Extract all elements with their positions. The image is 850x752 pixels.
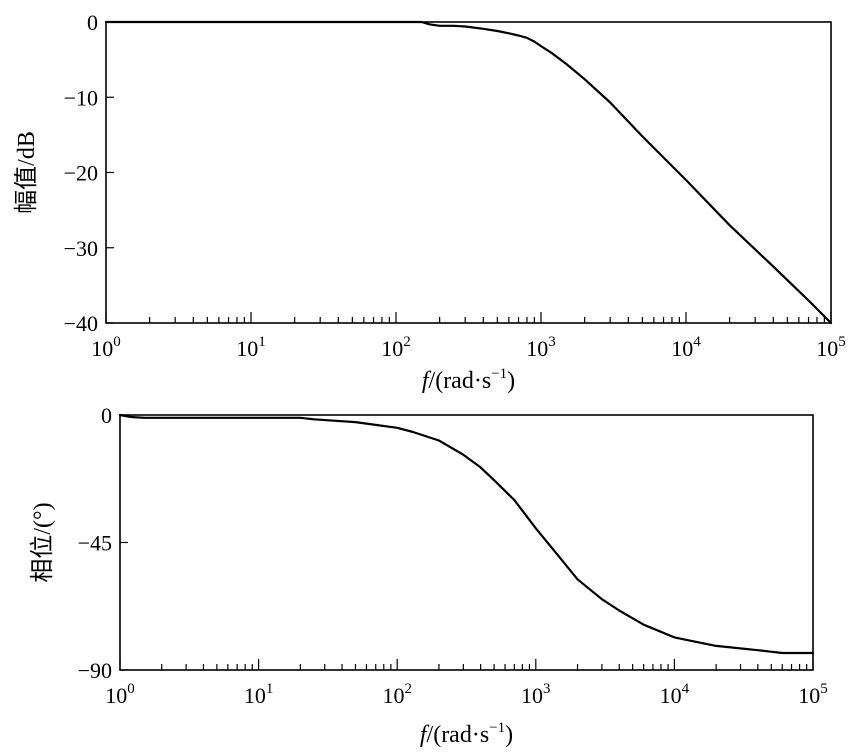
magnitude-plot-frame [105,21,832,324]
x-axis-label-main: /(rad·s [427,722,490,748]
magnitude-y-tick-label-zero: 0 [87,10,98,35]
x-axis-label-close: ) [507,368,515,394]
x-axis-label-superscript: −1 [491,366,507,382]
phase-x-tick-label: 102 [382,681,412,708]
phase-x-axis-label: f/(rad·s−1) [420,720,513,748]
magnitude-x-tick-label: 103 [526,334,556,361]
phase-y-axis-label: 相位/(°) [29,502,56,582]
magnitude-x-tick-label: 100 [91,334,121,361]
magnitude-x-tick-label: 104 [671,334,701,361]
x-axis-label-close: ) [505,722,513,748]
phase-x-tick-label: 105 [798,681,828,708]
magnitude-y-tick-label-minus-30: −30 [64,236,98,261]
magnitude-y-axis-label: 幅值/dB [13,131,40,214]
magnitude-curve [104,20,833,325]
phase-curve [118,413,815,655]
phase-x-tick-labels: 100 101 102 103 104 105 [105,681,828,708]
magnitude-major-ticks [105,21,832,324]
magnitude-y-tick-label-minus-10: −10 [64,85,98,110]
magnitude-x-tick-label: 105 [816,334,846,361]
magnitude-y-tick-label-minus-40: −40 [64,311,98,336]
phase-x-tick-label: 104 [660,681,690,708]
magnitude-x-tick-labels: 100 101 102 103 104 105 [91,334,846,361]
magnitude-y-tick-labels: 0 −10 −20 −30 −40 [64,10,98,336]
phase-major-ticks [119,414,814,671]
x-axis-label-superscript: −1 [489,720,505,736]
magnitude-x-tick-label: 101 [236,334,266,361]
magnitude-y-tick-label-minus-20: −20 [64,161,98,186]
phase-x-tick-label: 101 [244,681,274,708]
phase-y-tick-label-zero: 0 [101,403,112,428]
phase-plot: 0 −45 −90 100 101 102 103 104 105 相位/(°) f/(rad… [29,403,828,748]
phase-y-tick-label-minus-45: −45 [78,531,112,556]
x-axis-label-italic: f [422,368,432,394]
magnitude-x-axis-label: f/(rad·s−1) [422,366,515,394]
phase-x-tick-label: 100 [105,681,135,708]
phase-y-tick-labels: 0 −45 −90 [78,403,112,683]
magnitude-x-tick-label: 102 [381,334,411,361]
phase-plot-frame [119,414,814,671]
magnitude-minor-ticks [149,317,825,323]
magnitude-plot: 0 −10 −20 −30 −40 100 101 102 103 104 105 幅值/dB f… [13,10,846,394]
phase-x-tick-label: 103 [521,681,551,708]
phase-y-tick-label-minus-90: −90 [78,658,112,683]
x-axis-label-main: /(rad·s [429,368,492,394]
phase-minor-ticks [161,664,808,670]
x-axis-label-italic: f [420,722,430,748]
